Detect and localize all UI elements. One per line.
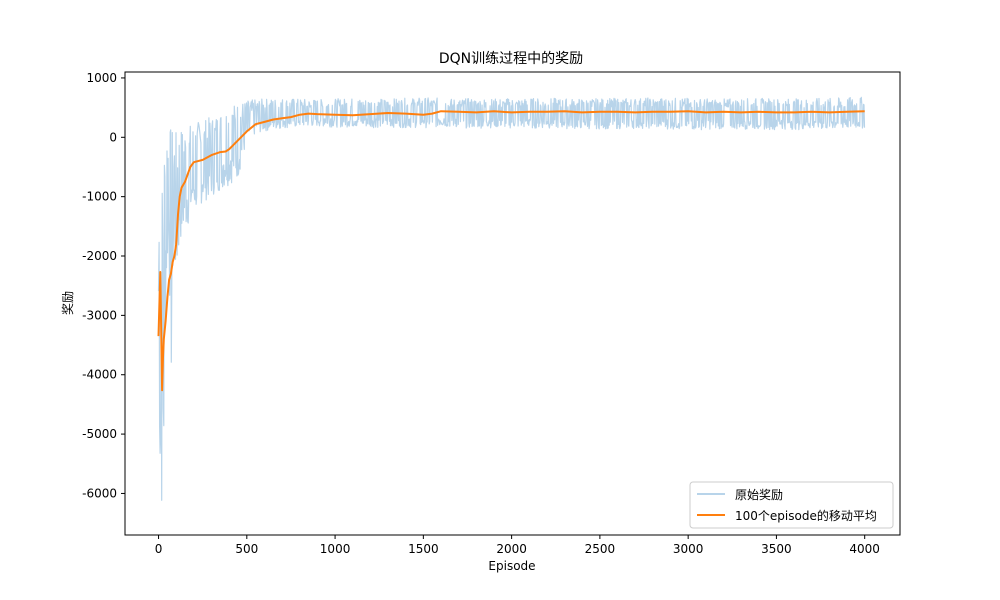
x-tick-label: 0 [155,542,163,556]
x-tick-label: 1500 [408,542,439,556]
y-tick-label: -1000 [82,190,117,204]
y-tick-label: -2000 [82,249,117,263]
x-tick-label: 3500 [761,542,792,556]
legend-box [689,481,894,529]
plot-frame [124,71,901,536]
raw-reward-series [157,96,866,501]
x-tick-label: 500 [235,542,258,556]
legend-label-moving-average: 100个episode的移动平均 [735,508,877,523]
x-tick-label: 3000 [673,542,704,556]
raw-reward-line [157,96,866,501]
x-axis-ticks: 0 500 1000 1500 2000 2500 3000 3500 4000 [155,535,880,556]
y-tick-label: -4000 [82,368,117,382]
moving-average-line [157,110,865,392]
x-axis-label: Episode [488,559,535,573]
legend-label-raw: 原始奖励 [735,488,783,502]
y-tick-label: -6000 [82,486,117,500]
y-axis-ticks: 1000 0 -1000 -2000 -3000 -4000 -5000 -6000 [82,71,125,500]
legend: 原始奖励 100个episode的移动平均 [689,481,894,529]
x-tick-label: 2500 [585,542,616,556]
y-axis-label: 奖励 [61,291,75,315]
y-tick-label: 1000 [86,71,117,85]
x-tick-label: 2000 [496,542,527,556]
y-tick-label: 0 [109,130,117,144]
x-tick-label: 1000 [320,542,351,556]
chart-title: DQN训练过程中的奖励 [439,50,583,67]
y-tick-label: -3000 [82,308,117,322]
plot-area [124,71,901,536]
y-tick-label: -5000 [82,427,117,441]
x-tick-label: 4000 [849,542,880,556]
moving-average-series [157,110,865,392]
